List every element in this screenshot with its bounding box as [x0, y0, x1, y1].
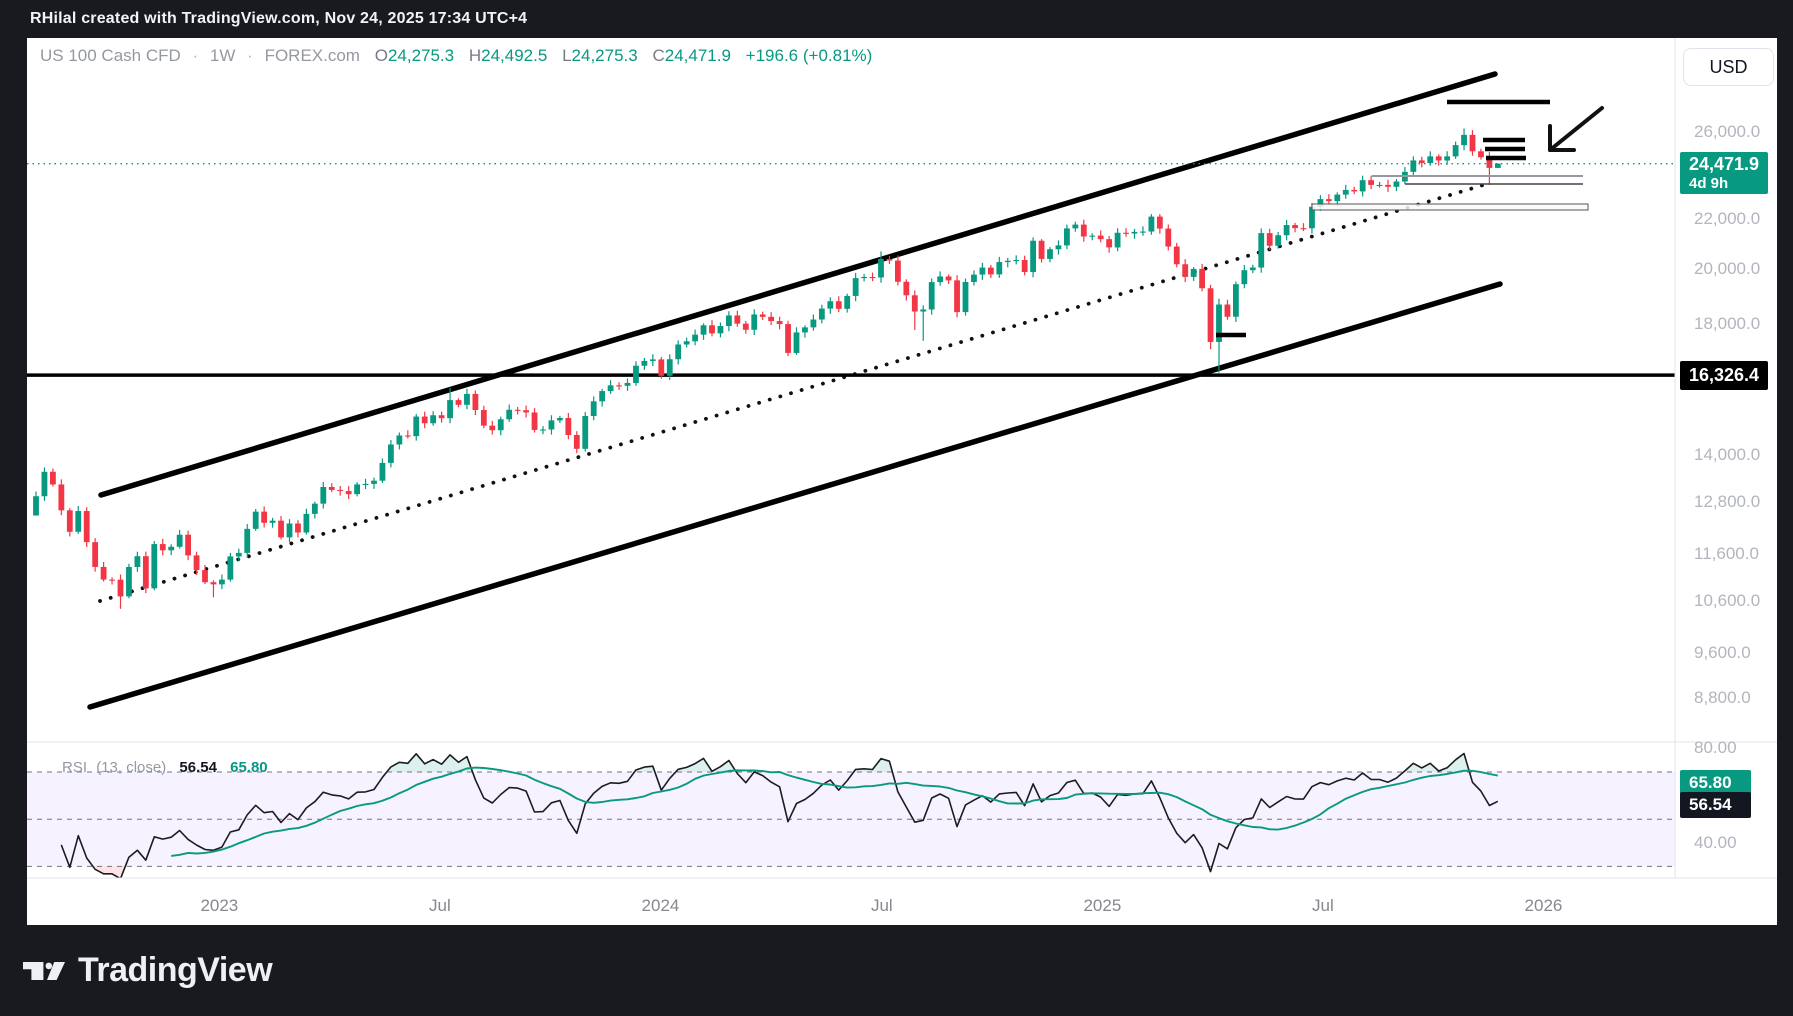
top-attribution-bar: RHilal created with TradingView.com, Nov…	[0, 0, 1793, 38]
down-arrow-annotation[interactable]	[1548, 106, 1604, 152]
low-value: 24,275.3	[571, 46, 638, 65]
high-value: 24,492.5	[481, 46, 548, 65]
price-axis-label: 20,000.0	[1694, 259, 1761, 279]
symbol-interval: 1W	[209, 46, 236, 65]
level-price-badge: 16,326.4	[1680, 361, 1769, 391]
rsi-overbought-fill	[634, 766, 655, 772]
chart-canvas[interactable]	[27, 38, 1777, 925]
candlestick-series	[33, 128, 1501, 609]
symbol-name: US 100 Cash CFD	[40, 46, 181, 65]
chart-panel: US 100 Cash CFD · 1W · FOREX.com O24,275…	[27, 38, 1777, 925]
symbol-legend[interactable]: US 100 Cash CFD · 1W · FOREX.com O24,275…	[40, 46, 872, 66]
attribution-text: RHilal created with TradingView.com, Nov…	[30, 10, 528, 27]
open-label: O	[374, 46, 388, 65]
rsi-axis-label: 80.00	[1694, 738, 1737, 758]
time-axis-label: 2025	[1083, 896, 1122, 915]
rsi-title: RSI	[62, 759, 88, 776]
tradingview-brand[interactable]: TradingView	[23, 951, 273, 990]
rsi-ma-value: 65.80	[230, 759, 268, 776]
channel-lower-line[interactable]	[87, 281, 1503, 710]
symbol-exchange: FOREX.com	[264, 46, 360, 65]
rsi-overbought-fill	[853, 758, 893, 772]
low-label: L	[562, 46, 572, 65]
rsi-value-badge: 56.54	[1680, 791, 1751, 818]
rsi-line	[60, 752, 1499, 878]
rsi-axis-label: 40.00	[1694, 832, 1737, 852]
close-label: C	[652, 46, 665, 65]
rsi-value: 56.54	[179, 759, 217, 776]
price-axis-label: 14,000.0	[1694, 445, 1761, 465]
legend-separator: ·	[192, 46, 199, 65]
rsi-plot	[60, 752, 1499, 878]
bottom-brand-bar: TradingView	[0, 925, 1793, 1016]
rsi-legend[interactable]: RSI (13, close) 56.54 65.80	[62, 759, 268, 776]
time-axis-label: 2024	[641, 896, 680, 915]
price-axis-label: 8,800.0	[1694, 688, 1751, 708]
price-axis-label: 10,600.0	[1694, 590, 1761, 610]
price-axis-label: 18,000.0	[1694, 314, 1761, 334]
open-value: 24,275.3	[387, 46, 455, 65]
currency-toggle-button[interactable]: USD	[1683, 48, 1774, 86]
tradingview-wordmark: TradingView	[78, 951, 273, 989]
rsi-params: (13, close)	[96, 759, 167, 776]
channel-mid-dotted-line[interactable]	[98, 181, 1492, 603]
support-zone-rect[interactable]	[1311, 203, 1589, 211]
price-axis-label: 11,600.0	[1694, 543, 1759, 563]
rsi-oversold-fill	[93, 866, 126, 878]
current-price-badge: 24,471.9 4d 9h	[1680, 151, 1769, 194]
tradingview-logo-icon	[23, 961, 65, 980]
price-axis-label: 12,800.0	[1694, 492, 1761, 512]
time-axis-label: Jul	[1312, 896, 1334, 915]
legend-separator: ·	[247, 46, 253, 65]
rsi-ma-badge: 65.80	[1680, 769, 1751, 796]
time-axis-label: 2023	[200, 896, 239, 915]
channel-upper-line[interactable]	[98, 71, 1498, 498]
price-axis-label: 9,600.0	[1694, 642, 1751, 662]
change-value: +196.6 (+0.81%)	[745, 46, 873, 65]
rsi-overbought-fill	[675, 758, 737, 772]
time-axis-label: Jul	[870, 896, 893, 915]
current-price-value: 24,471.9	[1689, 153, 1760, 174]
rsi-overbought-fill	[386, 753, 473, 772]
time-axis-label: Jul	[429, 896, 451, 915]
price-axis-label: 26,000.0	[1694, 122, 1761, 142]
high-label: H	[468, 46, 482, 65]
bar-countdown: 4d 9h	[1689, 174, 1729, 192]
rsi-ma-line	[171, 766, 1498, 857]
price-axis-label: 22,000.0	[1694, 209, 1761, 229]
time-axis-label: 2026	[1524, 896, 1563, 915]
close-value: 24,471.9	[664, 46, 731, 65]
